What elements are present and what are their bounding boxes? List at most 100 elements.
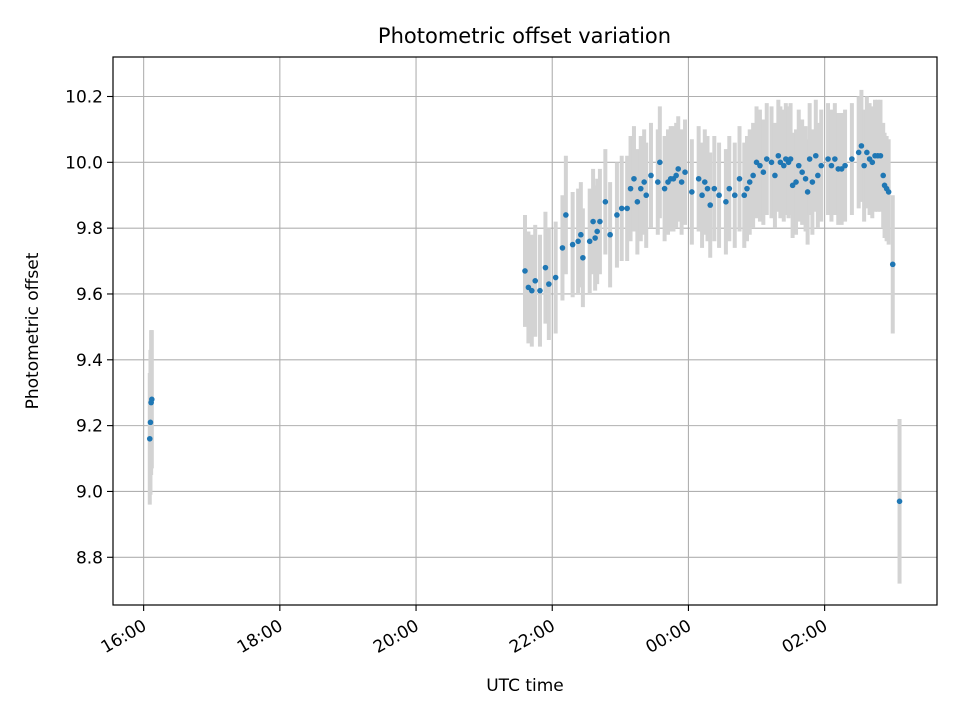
x-tick-label: 22:00 [506,616,558,658]
data-point [624,205,630,212]
data-point [880,172,887,179]
data-point [682,169,688,175]
data-point [147,419,154,426]
data-point [594,228,600,235]
data-point [750,172,756,179]
x-tick-label: 18:00 [234,616,286,658]
data-point [675,166,682,172]
y-axis-ticks: 8.8 9.0 9.2 9.4 9.6 9.8 10.0 10.2 [65,87,113,568]
data-point [149,396,155,403]
data-point [889,261,896,268]
data-point [726,185,733,192]
data-point [627,185,634,192]
data-point [768,159,775,166]
x-tick-label: 02:00 [779,616,831,658]
data-point [522,268,528,274]
data-point [815,172,821,179]
data-point [643,192,650,199]
data-point [580,254,586,261]
plot-frame [112,56,938,606]
data-point [673,172,679,179]
data-point [648,172,654,179]
data-point [858,143,865,149]
data-point [569,241,576,248]
data-point [614,212,620,218]
data-point [809,179,816,185]
x-axis-ticks: 16:00 18:00 20:00 22:00 00:00 02:00 [98,605,831,658]
data-point [864,149,870,156]
data-point [825,156,831,162]
data-point [736,175,743,182]
data-point [885,189,892,195]
data-point [618,205,625,212]
y-tick-label: 9.8 [76,219,103,239]
data-point [602,199,609,205]
data-point [861,162,867,169]
data-point [746,179,753,185]
data-point [689,189,695,195]
y-tick-label: 9.6 [76,285,103,305]
data-point [607,231,613,238]
data-point [637,185,644,192]
data-point [731,192,738,199]
data-point [757,162,763,169]
data-point [592,235,598,241]
y-tick-label: 9.0 [76,482,103,502]
data-point [546,281,552,287]
data-point [707,202,714,208]
data-point [804,189,811,195]
x-axis-label: UTC time [486,676,564,696]
data-point [896,498,903,505]
x-tick-label: 00:00 [643,616,695,658]
data-point [563,212,569,218]
data-point [855,149,862,156]
data-point [657,159,663,166]
data-point [763,156,770,162]
data-point [806,156,813,162]
data-point [760,169,767,175]
data-point [849,156,855,162]
data-point [641,179,647,185]
data-point [695,175,702,182]
data-point [634,199,641,205]
data-point [654,179,661,185]
data-point [795,162,802,169]
data-point [832,156,838,162]
data-point [586,238,593,245]
x-tick-label: 20:00 [370,616,422,658]
data-point [542,264,549,271]
data-point [699,192,705,199]
data-point [146,435,153,442]
data-point [631,175,637,182]
data-point [780,162,787,169]
y-tick-label: 10.2 [65,87,103,107]
chart-title: Photometric offset variation [378,24,671,48]
data-point [529,287,535,294]
data-point [741,192,748,199]
data-point [723,199,729,205]
data-point [711,185,718,192]
data-point [818,162,825,169]
y-tick-label: 10.0 [65,153,103,173]
data-point [772,172,778,179]
data-point [793,179,799,185]
data-point [575,238,581,245]
data-point [842,162,848,169]
y-tick-label: 9.4 [76,351,103,371]
data-point [578,231,584,238]
data-point [661,185,668,192]
data-point [552,274,559,281]
y-tick-label: 8.8 [76,548,103,568]
data-point [597,218,603,225]
data-point [828,162,835,169]
data-point [704,185,711,192]
data-point [877,152,884,159]
y-tick-label: 9.2 [76,417,103,437]
data-point [787,156,794,162]
data-point [537,287,543,294]
data-point [799,169,805,175]
data-point [869,159,876,166]
y-axis-label: Photometric offset [23,252,43,409]
data-point [744,185,750,192]
